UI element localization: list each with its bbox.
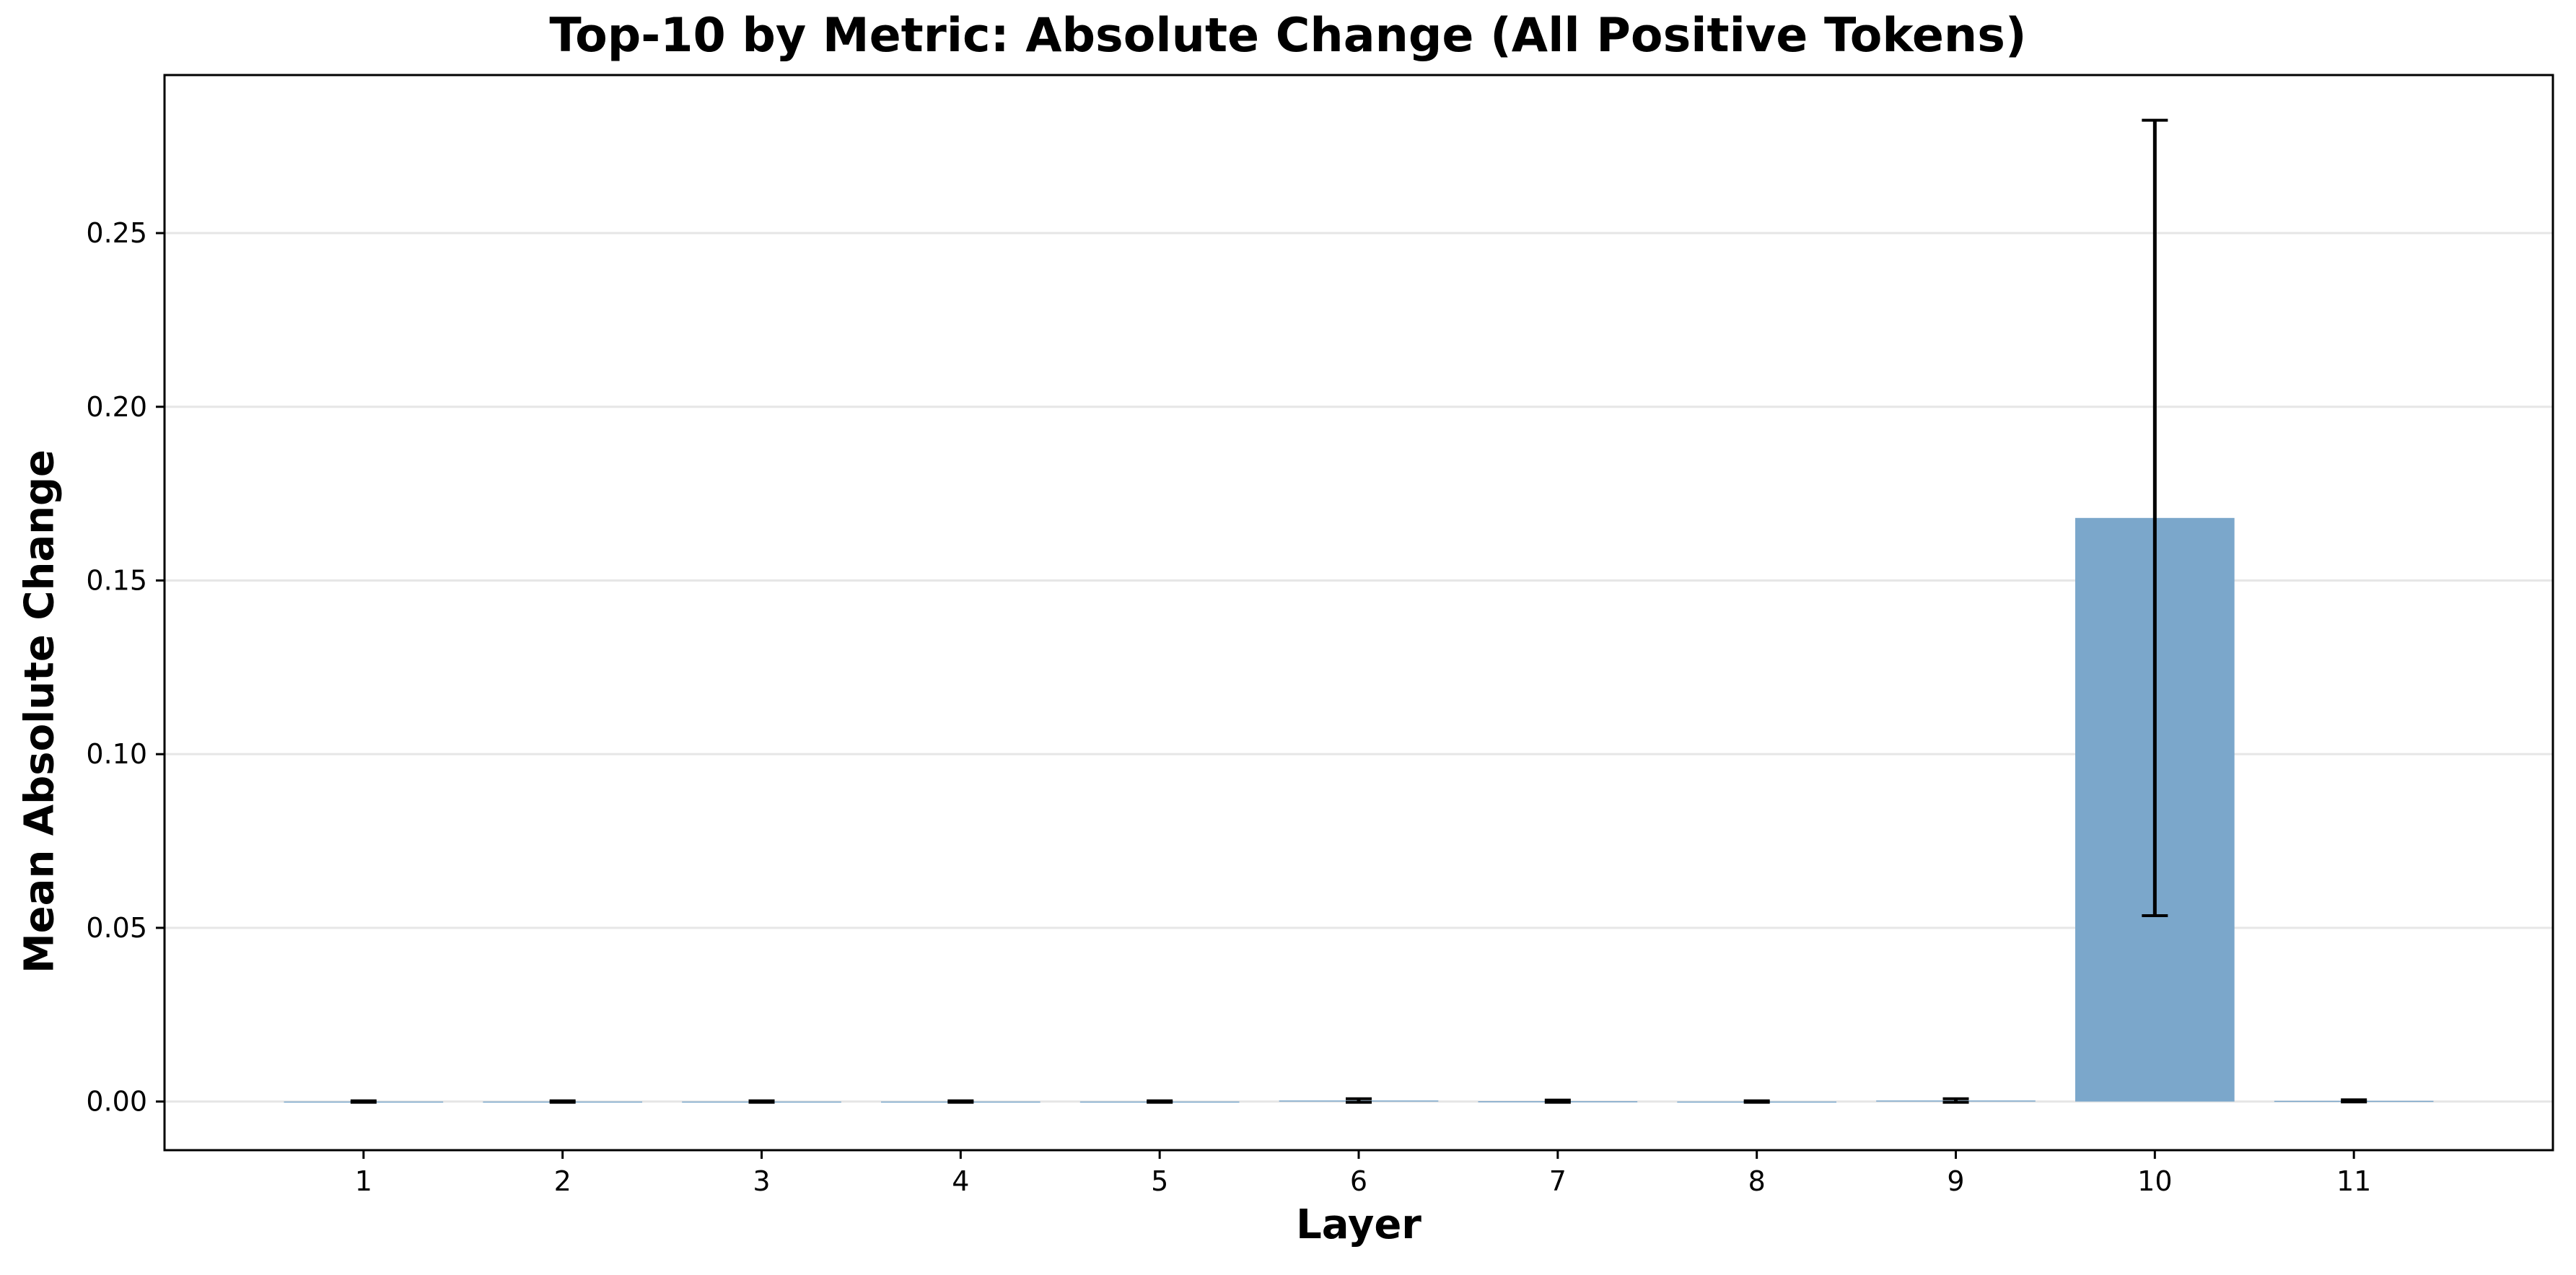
chart-title: Top-10 by Metric: Absolute Change (All P… bbox=[549, 9, 2027, 63]
plot-frame bbox=[163, 74, 2554, 1152]
x-tick-label: 2 bbox=[554, 1165, 571, 1197]
y-tick-label: 0.25 bbox=[86, 217, 147, 249]
x-tick-label: 7 bbox=[1549, 1165, 1567, 1197]
tick-labels: 0.00 0.05 0.10 0.15 0.20 0.25 1 2 3 4 5 6 7 8 9 10 11 bbox=[86, 217, 2371, 1197]
error-bars bbox=[350, 118, 2367, 1104]
y-tick-label: 0.00 bbox=[86, 1086, 147, 1118]
y-tick-label: 0.15 bbox=[86, 564, 147, 596]
y-tick-label: 0.05 bbox=[86, 912, 147, 944]
y-tick-label: 0.10 bbox=[86, 738, 147, 770]
bars bbox=[284, 517, 2434, 1103]
axes bbox=[156, 74, 2554, 1159]
x-axis-label: Layer bbox=[1296, 1201, 1421, 1248]
x-tick-label: 4 bbox=[952, 1165, 969, 1197]
x-tick-label: 1 bbox=[355, 1165, 372, 1197]
x-tick-label: 8 bbox=[1748, 1165, 1766, 1197]
x-tick-label: 9 bbox=[1947, 1165, 1964, 1197]
x-tick-label: 5 bbox=[1151, 1165, 1168, 1197]
x-tick-label: 11 bbox=[2336, 1165, 2371, 1197]
x-tick-label: 3 bbox=[753, 1165, 770, 1197]
y-tick-label: 0.20 bbox=[86, 391, 147, 423]
x-tick-label: 6 bbox=[1350, 1165, 1367, 1197]
x-tick-label: 10 bbox=[2137, 1165, 2172, 1197]
